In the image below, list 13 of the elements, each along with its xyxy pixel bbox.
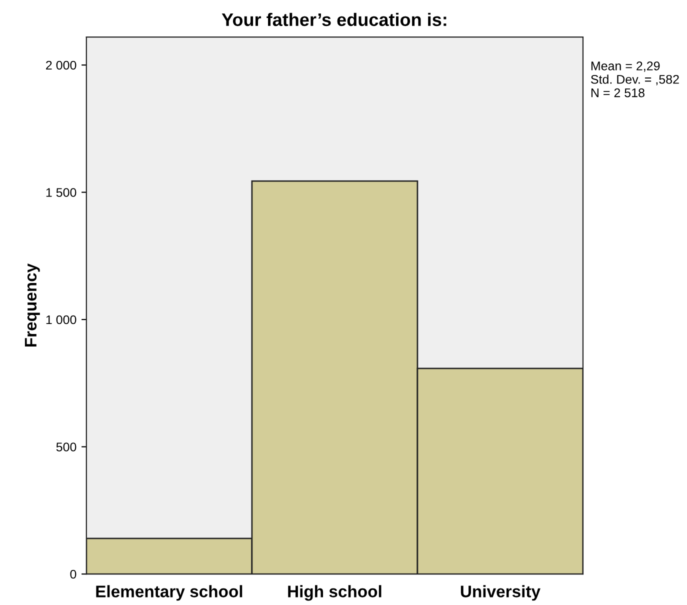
y-tick-label: 2 000 (46, 60, 76, 70)
x-tick-label: Elementary school (96, 585, 242, 601)
y-axis-title: Frequency (24, 263, 40, 347)
text: Std. Dev. = ,582 (591, 74, 679, 86)
y-tick-label: 1 500 (46, 188, 76, 197)
y-tick-label: 1 000 (46, 315, 76, 324)
text: Mean = 2,29 (591, 62, 660, 72)
y-tick-label: 500 (56, 442, 76, 452)
text: N = 2 518 (591, 88, 644, 98)
x-tick-label: High school (288, 585, 382, 601)
chart-title: Your father’s education is: (222, 12, 446, 26)
x-tick-label: University (460, 585, 540, 601)
y-tick-label: 0 (70, 570, 76, 579)
